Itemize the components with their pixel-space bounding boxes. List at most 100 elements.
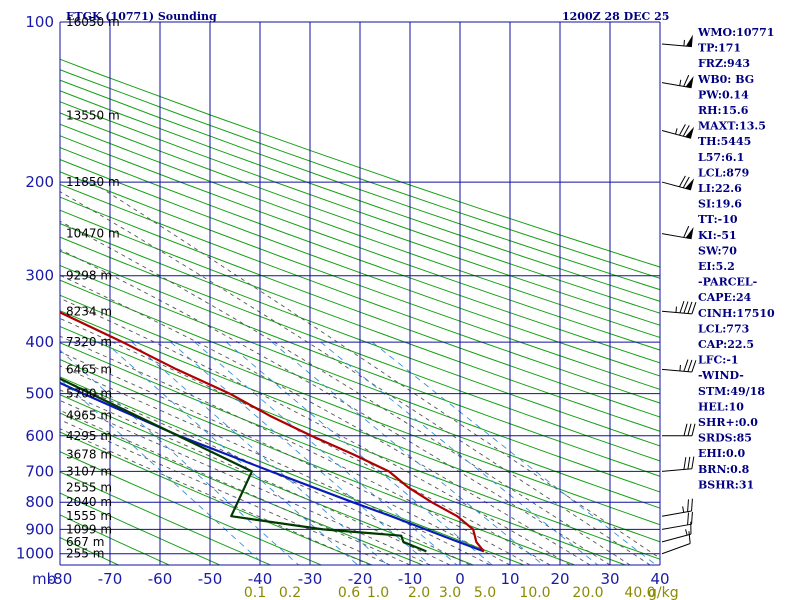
height-label: 7320 m — [66, 335, 112, 349]
index-line: LCL:773 — [698, 322, 749, 335]
index-line: SI:19.6 — [698, 198, 742, 211]
temperature-tick-label: -70 — [98, 570, 123, 588]
dry-adiabats — [60, 58, 660, 565]
index-line: TP:171 — [698, 42, 741, 55]
mixing-ratio-line — [104, 341, 358, 565]
dry-adiabat-line — [60, 147, 660, 364]
mixing-ratio-label: 10.0 — [519, 585, 550, 600]
wind-barb-flag — [682, 125, 690, 137]
wind-barb-flag — [683, 225, 690, 238]
dry-adiabat-line — [60, 514, 170, 565]
dry-adiabat-line — [60, 112, 660, 326]
moist-adiabat-line — [60, 389, 451, 565]
mixing-ratio-label: 1.0 — [367, 585, 389, 600]
dry-adiabat-line — [60, 412, 423, 565]
wind-barb — [661, 74, 694, 89]
wind-barb-flag — [687, 512, 689, 525]
dry-adiabat-line — [60, 492, 221, 565]
time-title: 1200Z 28 DEC 25 — [562, 10, 669, 23]
mixing-ratio-labels: 0.1 0.2 0.6 1.0 2.0 3.0 5.0 10.0 20.0 40.0g/kg — [244, 585, 679, 600]
pressure-tick-label: 100 — [25, 13, 54, 31]
height-label: 3678 m — [66, 447, 112, 461]
moist-adiabat-line — [60, 220, 631, 565]
mixing-ratio-line — [60, 349, 299, 565]
height-label: 1099 m — [66, 522, 112, 536]
dry-adiabat-line — [60, 123, 660, 339]
wind-barb-half-flag — [679, 79, 682, 86]
height-label: 2040 m — [66, 495, 112, 509]
dry-adiabat-line — [60, 250, 660, 477]
wind-barb-half-flag — [685, 529, 688, 536]
temperature-tick-label: 0 — [455, 570, 465, 588]
temperature-tick-label: 20 — [550, 570, 569, 588]
moist-adiabat-line — [60, 409, 411, 565]
temperature-tick-label: -30 — [298, 570, 323, 588]
mixing-ratio-label: 40.0 — [624, 585, 655, 600]
moist-adiabat-line — [60, 351, 511, 565]
index-line: SW:70 — [698, 244, 737, 257]
wind-barb-flag — [691, 456, 695, 469]
wind-barb — [661, 225, 694, 240]
temperature-tick-label: 30 — [600, 570, 619, 588]
moist-adiabat-line — [60, 274, 591, 565]
wind-barb-flag — [683, 74, 690, 87]
dry-adiabat-line — [60, 451, 322, 565]
wind-barb — [661, 359, 697, 373]
sounding-series — [60, 311, 485, 553]
wind-barb — [662, 423, 696, 437]
index-line: L57:6.1 — [698, 151, 744, 164]
index-line: SHR+:0.0 — [698, 416, 758, 429]
wind-barb — [661, 34, 693, 48]
index-line: LCL:879 — [698, 166, 749, 179]
station-title: ETGK (10771) Sounding — [66, 10, 217, 23]
mixing-ratio-line — [372, 341, 657, 565]
dry-adiabat-line — [60, 196, 660, 418]
mixing-ratio-label: 0.2 — [279, 585, 301, 600]
height-label: 5700 m — [66, 387, 112, 401]
index-line: EHI:0.0 — [698, 447, 745, 460]
pressure-tick-label: 700 — [25, 462, 54, 480]
dry-adiabat-line — [60, 58, 660, 268]
dry-adiabat-line — [60, 135, 660, 351]
mixing-ratio-line — [226, 341, 493, 565]
wind-barb-pennant — [685, 226, 694, 239]
dry-adiabat-line — [60, 236, 660, 462]
wind-barb-flag — [682, 176, 690, 189]
index-line: STM:49/18 — [698, 385, 765, 398]
index-line: CAP:22.5 — [698, 338, 754, 351]
wind-barbs — [661, 34, 697, 555]
dry-adiabat-line — [60, 376, 525, 565]
wind-barb-flag — [687, 499, 689, 512]
moist-adiabat-line — [60, 419, 391, 565]
dry-adiabat-line — [60, 264, 660, 493]
height-label: 667 m — [66, 535, 104, 549]
index-line: TT:-10 — [698, 213, 738, 226]
temperature-tick-label: -10 — [398, 570, 423, 588]
wind-barb-half-flag — [675, 306, 677, 313]
dry-adiabat-line — [60, 359, 575, 565]
temperature-tick-labels: mb-80 -70 -60 -50 -40 -30 -20 -10 0 10 20 30 40 — [32, 570, 670, 588]
wind-barb-staff — [661, 543, 691, 555]
wind-barb-flag — [691, 423, 696, 436]
mixing-ratio-unit: g/kg — [648, 585, 679, 600]
dewpoint-line — [60, 377, 427, 553]
wind-barb-staff — [661, 368, 692, 373]
wind-barb-flag — [687, 456, 691, 470]
wind-barb-staff — [661, 468, 692, 472]
wind-barb-half-flag — [683, 39, 685, 46]
wind-barb-half-flag — [682, 506, 685, 513]
wind-barb-flag — [683, 423, 688, 436]
pressure-tick-label: 400 — [25, 333, 54, 351]
wind-barb-pennant — [685, 178, 695, 190]
wind-barb-flag — [683, 457, 687, 470]
dry-adiabat-line — [60, 431, 373, 565]
temperature-line — [60, 311, 485, 553]
mixing-ratio-line — [194, 341, 458, 565]
mixing-ratio-line — [131, 341, 388, 565]
temperature-tick-label: 10 — [500, 570, 519, 588]
moist-adiabat-line — [60, 297, 571, 565]
moist-adiabat-line — [60, 191, 651, 565]
wind-barb-pennant — [685, 75, 694, 88]
dry-adiabat-line — [60, 222, 660, 447]
